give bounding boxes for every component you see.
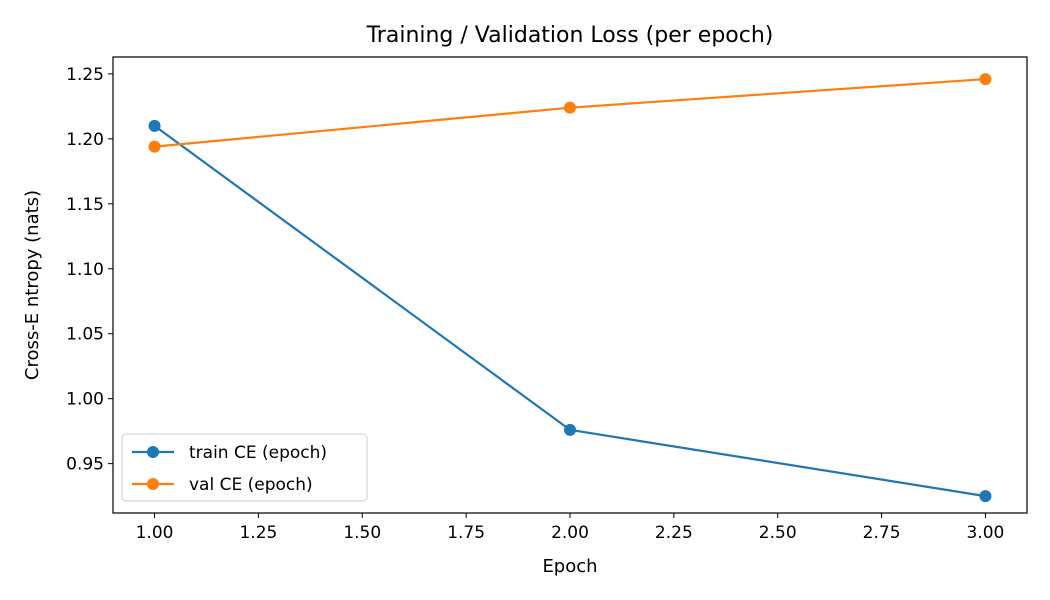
legend: train CE (epoch) val CE (epoch) bbox=[121, 433, 368, 502]
legend-marker bbox=[147, 446, 159, 458]
data-point bbox=[564, 423, 576, 436]
y-axis: 0.95 1.00 1.05 1.10 1.15 1.20 1.25 bbox=[66, 65, 113, 475]
data-point bbox=[979, 73, 992, 86]
x-tick-label: 1.00 bbox=[136, 523, 174, 543]
y-tick-label: 1.15 bbox=[66, 195, 104, 215]
legend-box bbox=[121, 433, 368, 502]
y-tick-label: 1.05 bbox=[66, 325, 104, 345]
x-tick-label: 1.50 bbox=[343, 523, 381, 543]
x-tick-label: 2.75 bbox=[863, 523, 901, 543]
y-tick-label: 1.20 bbox=[66, 130, 104, 150]
legend-label: val CE (epoch) bbox=[189, 475, 313, 495]
x-tick-label: 3.00 bbox=[967, 523, 1005, 543]
plot-area bbox=[148, 73, 992, 503]
y-axis-label: Cross-E ntropy (nats) bbox=[22, 190, 43, 380]
y-tick-label: 1.10 bbox=[66, 260, 104, 280]
y-tick-label: 1.25 bbox=[66, 65, 104, 85]
data-point bbox=[148, 140, 161, 153]
data-point bbox=[148, 119, 161, 132]
data-point bbox=[564, 101, 576, 114]
x-tick-label: 2.00 bbox=[551, 523, 589, 543]
x-tick-label: 2.25 bbox=[655, 523, 693, 543]
legend-label: train CE (epoch) bbox=[189, 443, 327, 463]
data-point bbox=[979, 490, 992, 503]
legend-marker bbox=[147, 478, 159, 490]
x-tick-label: 1.75 bbox=[447, 523, 485, 543]
y-tick-label: 0.95 bbox=[66, 455, 104, 475]
x-tick-label: 1.25 bbox=[239, 523, 277, 543]
x-axis-label: Epoch bbox=[542, 556, 597, 577]
chart-title: Training / Validation Loss (per epoch) bbox=[366, 23, 774, 48]
x-axis: 1.00 1.25 1.50 1.75 2.00 2.25 2.50 2.75 3.00 bbox=[136, 513, 1005, 543]
y-tick-label: 1.00 bbox=[66, 390, 104, 410]
x-tick-label: 2.50 bbox=[759, 523, 797, 543]
